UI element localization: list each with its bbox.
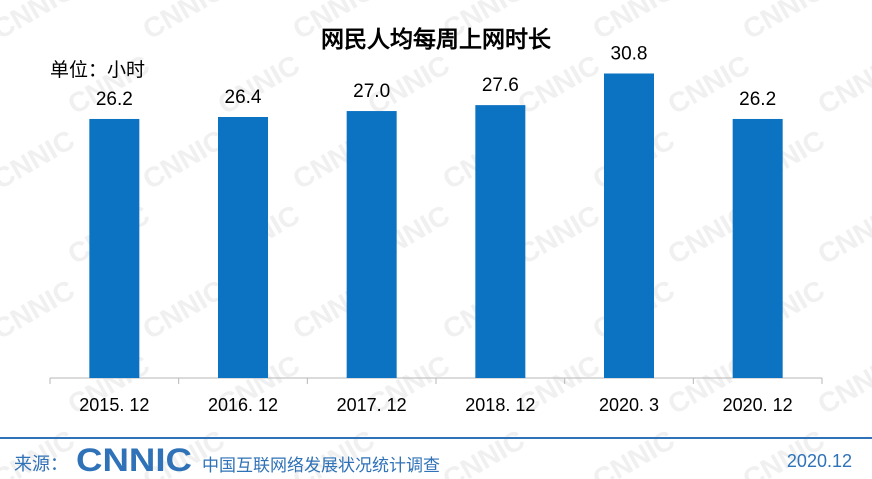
bar-2020.12 bbox=[732, 118, 783, 378]
source-label: 来源： bbox=[14, 454, 68, 475]
bar-2016.12 bbox=[218, 116, 268, 378]
bar-2015.12 bbox=[89, 118, 140, 378]
data-label: 26.2 bbox=[739, 89, 776, 110]
data-label: 30.8 bbox=[611, 43, 648, 64]
x-tick-label: 2016. 12 bbox=[208, 395, 278, 415]
x-tick-label: 2015. 12 bbox=[79, 395, 149, 415]
bar-2020.3 bbox=[604, 73, 654, 379]
cnnic-logo: CNNIC bbox=[76, 443, 192, 475]
cnnic-logo-text: CNNIC bbox=[76, 443, 192, 475]
survey-organization: 中国互联网络发展状况统计调查 bbox=[202, 456, 440, 476]
data-label: 26.2 bbox=[96, 89, 133, 110]
unit-label: 单位：小时 bbox=[50, 59, 146, 81]
bar-2017.12 bbox=[346, 111, 397, 378]
bar-2018.12 bbox=[475, 105, 526, 378]
report-date: 2020.12 bbox=[786, 451, 852, 471]
x-tick-label: 2018. 12 bbox=[465, 395, 535, 415]
footer-divider bbox=[0, 437, 872, 439]
data-label: 27.0 bbox=[353, 81, 390, 102]
data-label: 26.4 bbox=[225, 87, 262, 108]
x-tick-label: 2020. 12 bbox=[723, 395, 793, 415]
data-label: 27.6 bbox=[482, 75, 519, 96]
x-tick-label: 2020. 3 bbox=[599, 395, 659, 415]
x-tick-label: 2017. 12 bbox=[337, 395, 407, 415]
chart-title: 网民人均每周上网时长 bbox=[321, 27, 551, 53]
